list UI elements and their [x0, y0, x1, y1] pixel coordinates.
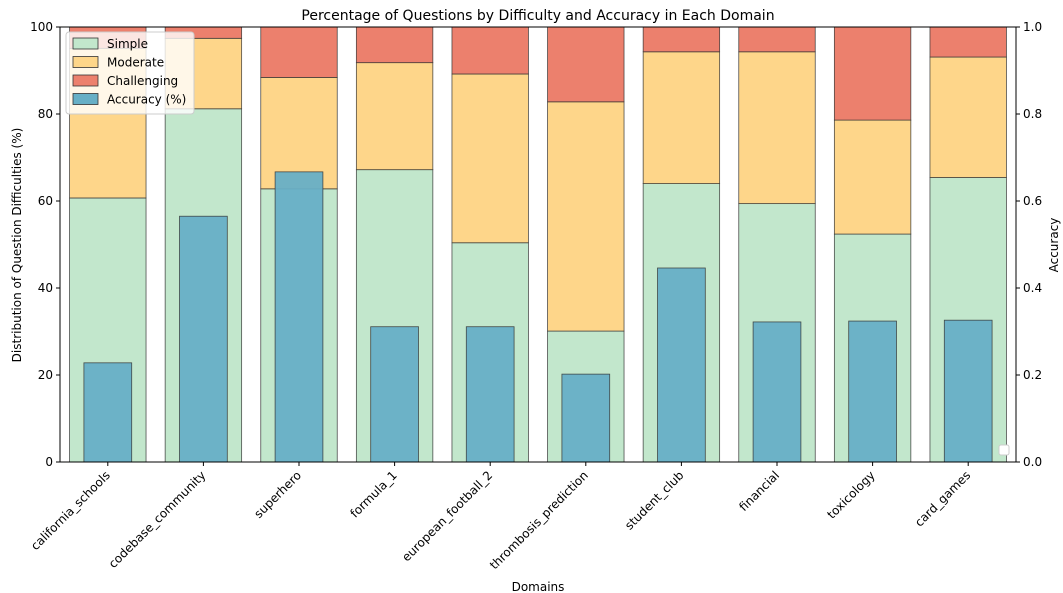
- legend-swatch-simple: [72, 37, 99, 50]
- x-tick-label-financial: financial: [736, 468, 782, 514]
- legend-swatch-accuracy-: [72, 93, 99, 105]
- bar-challenging-european_football_2: [451, 26, 529, 75]
- y-axis-label-left: Distribution of Question Difficulties (%…: [10, 128, 24, 363]
- legend: Simple Moderate Challenging Accuracy (%): [65, 31, 195, 115]
- y-tick-label-right: 0.0: [1023, 455, 1042, 469]
- empty-legend-box: [998, 444, 1010, 456]
- axes-layer: 0 20 40 60 80 100 0.0 0.2 0.4 0.6 0.8 1.0: [30, 20, 1042, 469]
- bar-accuracy-superhero: [274, 171, 324, 463]
- bar-moderate-toxicology: [833, 119, 912, 235]
- bar-moderate-formula_1: [355, 62, 434, 171]
- x-tick-label-thrombosis_prediction: thrombosis_prediction: [487, 468, 591, 572]
- chart-title: Percentage of Questions by Difficulty an…: [301, 8, 774, 24]
- bar-challenging-card_games: [929, 26, 1007, 58]
- bar-layer: [69, 26, 1007, 463]
- x-tick-label-superhero: superhero: [251, 468, 304, 521]
- y-tick-label-left: 60: [38, 194, 53, 208]
- plot-frame: [59, 26, 1017, 463]
- bar-moderate-student_club: [642, 51, 721, 184]
- x-tick-label-card_games: card_games: [912, 468, 973, 529]
- bar-challenging-student_club: [642, 26, 721, 53]
- x-tick-label-student_club: student_club: [622, 468, 686, 532]
- bar-accuracy-european_football_2: [465, 326, 515, 463]
- bar-accuracy-card_games: [943, 319, 993, 463]
- bar-challenging-toxicology: [833, 26, 912, 121]
- legend-swatch-challenging: [72, 74, 99, 87]
- y-tick-label-right: 0.2: [1023, 368, 1042, 382]
- legend-swatch-moderate: [72, 56, 99, 68]
- bar-moderate-card_games: [929, 56, 1007, 178]
- x-axis-label: Domains: [512, 580, 565, 593]
- x-tick-label-california_schools: california_schools: [28, 468, 113, 553]
- y-tick-label-left: 20: [38, 368, 53, 382]
- y-axis-label-right: Accuracy: [1047, 218, 1061, 273]
- bar-accuracy-thrombosis_prediction: [561, 373, 611, 463]
- legend-label: Accuracy (%): [107, 93, 186, 107]
- bar-moderate-financial: [738, 51, 816, 205]
- bar-challenging-superhero: [260, 26, 338, 78]
- bar-challenging-financial: [738, 26, 816, 53]
- y-tick-label-left: 40: [38, 281, 53, 295]
- bar-challenging-thrombosis_prediction: [547, 26, 625, 103]
- bar-challenging-formula_1: [355, 26, 434, 64]
- bar-moderate-thrombosis_prediction: [547, 101, 625, 332]
- x-tick-label-formula_1: formula_1: [347, 468, 399, 520]
- y-tick-label-right: 1.0: [1023, 20, 1042, 34]
- legend-label: Simple: [107, 37, 148, 51]
- bar-moderate-european_football_2: [451, 73, 529, 244]
- y-tick-label-left: 0: [45, 455, 53, 469]
- y-tick-label-left: 100: [30, 20, 53, 34]
- x-tick-label-toxicology: toxicology: [824, 468, 877, 521]
- bar-accuracy-formula_1: [370, 326, 419, 463]
- bar-accuracy-toxicology: [848, 320, 897, 463]
- bar-accuracy-financial: [752, 321, 802, 463]
- y-tick-label-right: 0.4: [1023, 281, 1042, 295]
- bar-accuracy-codebase_community: [179, 215, 228, 463]
- bar-accuracy-student_club: [657, 267, 706, 463]
- x-tick-label-european_football_2: european_football_2: [399, 468, 495, 564]
- bar-accuracy-california_schools: [83, 362, 133, 463]
- legend-label: Challenging: [107, 74, 178, 88]
- y-tick-label-right: 0.6: [1023, 194, 1042, 208]
- y-tick-label-right: 0.8: [1023, 107, 1042, 121]
- legend-label: Moderate: [107, 56, 164, 70]
- x-tick-label-codebase_community: codebase_community: [106, 468, 209, 571]
- y-tick-label-left: 80: [38, 107, 53, 121]
